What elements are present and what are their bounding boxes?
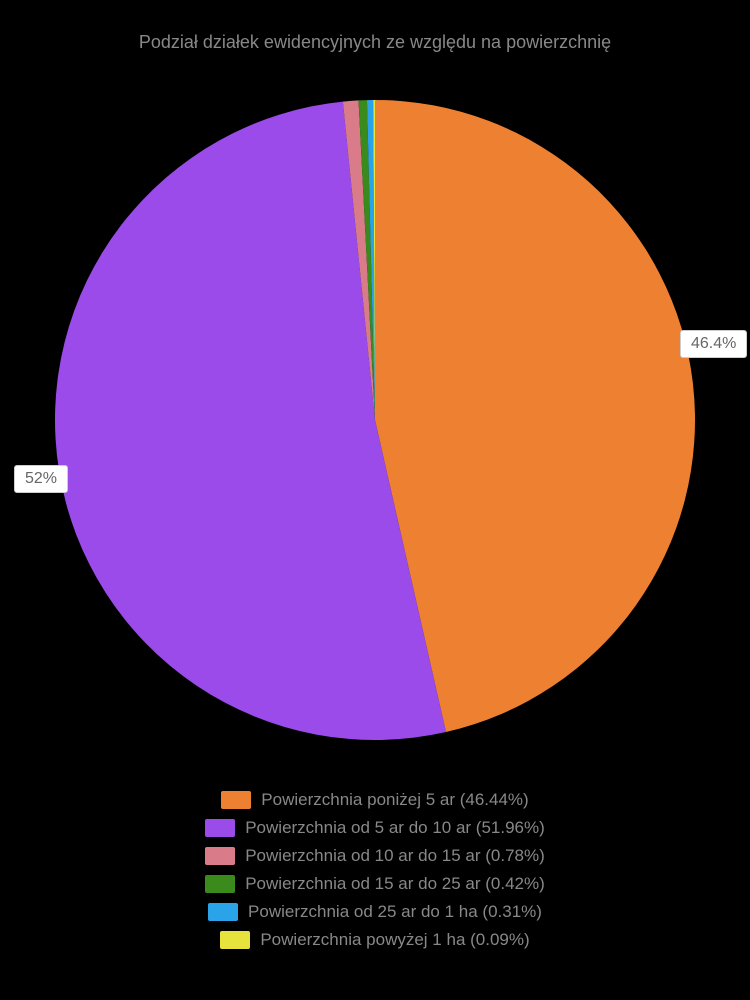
legend-swatch xyxy=(205,847,235,865)
legend-text: Powierzchnia powyżej 1 ha (0.09%) xyxy=(260,930,529,950)
chart-title: Podział działek ewidencyjnych ze względu… xyxy=(0,32,750,53)
legend-swatch xyxy=(221,791,251,809)
legend-text: Powierzchnia od 10 ar do 15 ar (0.78%) xyxy=(245,846,545,866)
legend-item: Powierzchnia poniżej 5 ar (46.44%) xyxy=(221,790,528,810)
legend-item: Powierzchnia od 10 ar do 15 ar (0.78%) xyxy=(205,846,545,866)
legend-swatch xyxy=(220,931,250,949)
legend: Powierzchnia poniżej 5 ar (46.44%) Powier… xyxy=(0,790,750,950)
slice-label: 46.4% xyxy=(680,330,747,358)
legend-text: Powierzchnia poniżej 5 ar (46.44%) xyxy=(261,790,528,810)
legend-text: Powierzchnia od 25 ar do 1 ha (0.31%) xyxy=(248,902,542,922)
legend-swatch xyxy=(205,819,235,837)
chart-container: Podział działek ewidencyjnych ze względu… xyxy=(0,0,750,1000)
pie-chart xyxy=(45,90,705,750)
legend-item: Powierzchnia powyżej 1 ha (0.09%) xyxy=(220,930,529,950)
slice-label: 52% xyxy=(14,465,68,493)
legend-text: Powierzchnia od 15 ar do 25 ar (0.42%) xyxy=(245,874,545,894)
legend-item: Powierzchnia od 15 ar do 25 ar (0.42%) xyxy=(205,874,545,894)
legend-swatch xyxy=(205,875,235,893)
legend-text: Powierzchnia od 5 ar do 10 ar (51.96%) xyxy=(245,818,545,838)
legend-item: Powierzchnia od 5 ar do 10 ar (51.96%) xyxy=(205,818,545,838)
legend-swatch xyxy=(208,903,238,921)
legend-item: Powierzchnia od 25 ar do 1 ha (0.31%) xyxy=(208,902,542,922)
